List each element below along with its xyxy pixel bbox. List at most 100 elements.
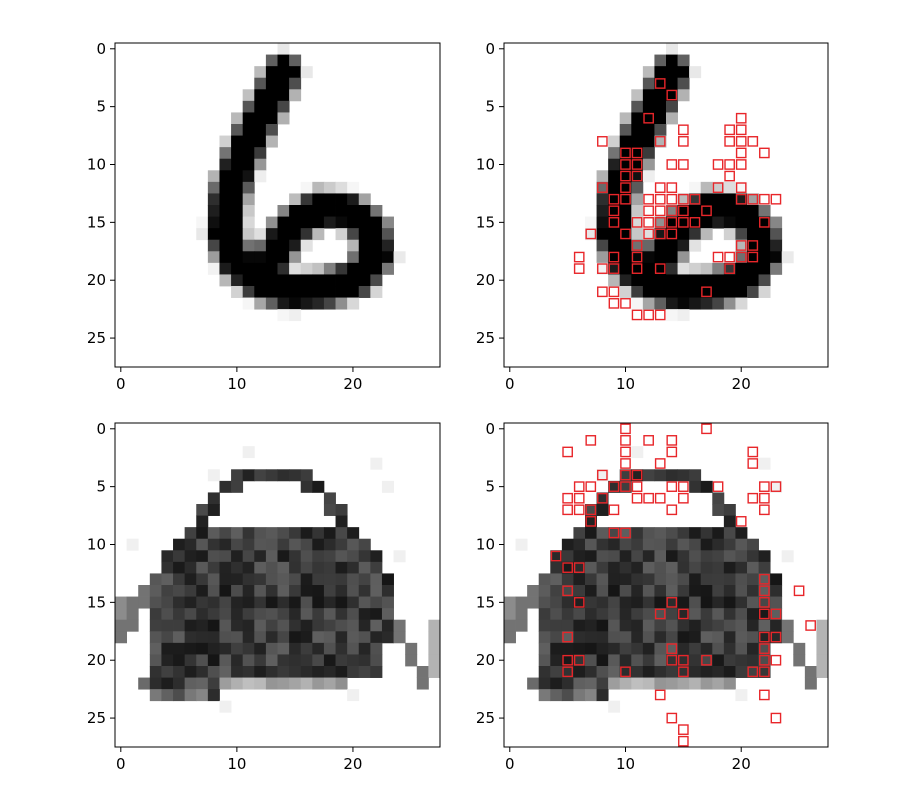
pixel (300, 550, 313, 563)
pixel (723, 205, 736, 217)
pixel (758, 228, 771, 241)
pixel (254, 469, 267, 482)
pixel (654, 297, 667, 310)
pixel (573, 538, 586, 551)
pixel (289, 216, 302, 229)
highlight-box (620, 182, 631, 193)
pixel (527, 677, 540, 690)
pixel (561, 538, 574, 551)
pixel (642, 550, 655, 563)
pixel (207, 181, 220, 194)
pixel (550, 561, 563, 574)
highlight-box (585, 435, 597, 446)
pixel (289, 538, 302, 551)
pixel (666, 239, 678, 252)
pixel (231, 619, 244, 632)
pixel (300, 262, 313, 275)
pixel (358, 550, 371, 563)
highlight-box (678, 136, 689, 147)
pixel (654, 100, 667, 113)
pixel (300, 205, 313, 217)
pixel (666, 89, 678, 102)
pixel (723, 515, 736, 528)
pixel (712, 561, 725, 574)
pixel (723, 677, 736, 690)
highlight-box (631, 481, 643, 492)
highlight-box (562, 504, 573, 516)
pixel (381, 631, 394, 644)
pixel (561, 642, 574, 655)
pixel (277, 573, 290, 586)
pixel (631, 619, 644, 632)
pixel (642, 66, 655, 79)
pixel (219, 135, 232, 148)
pixel (207, 262, 220, 275)
pixel (619, 112, 632, 125)
pixel (573, 642, 586, 655)
pixel (312, 631, 325, 644)
pixel (538, 642, 551, 655)
pixel (735, 228, 748, 241)
pixel (596, 205, 609, 217)
pixel (735, 251, 748, 264)
highlight-box (643, 435, 654, 446)
pixel (405, 642, 418, 655)
pixel (184, 642, 197, 655)
pixel (631, 446, 644, 459)
pixel (254, 170, 267, 183)
pixel (654, 286, 667, 298)
pixel (654, 619, 667, 632)
pixel (677, 89, 690, 102)
pixel (677, 77, 690, 90)
pixel (596, 538, 609, 551)
pixel (207, 469, 220, 482)
pixel (161, 608, 174, 621)
pixel (689, 550, 702, 563)
pixel (666, 677, 678, 690)
pixel (231, 274, 244, 287)
pixel (358, 228, 371, 241)
pixel (631, 274, 644, 287)
pixel (358, 286, 371, 298)
pixel (631, 89, 644, 102)
highlight-box (678, 724, 689, 735)
pixel (550, 666, 563, 678)
pixel (265, 573, 278, 586)
pixel (312, 550, 325, 563)
pixel (712, 585, 725, 597)
highlight-box (643, 309, 654, 321)
pixel (300, 66, 313, 79)
pixel (300, 654, 313, 667)
highlight-box (631, 170, 643, 182)
pixel (666, 100, 678, 113)
pixel (758, 550, 771, 563)
y-tick-label: 0 (96, 420, 106, 438)
pixel (254, 112, 267, 125)
pixel (654, 135, 667, 148)
pixel (173, 631, 186, 644)
pixel (631, 205, 644, 217)
pixel (504, 608, 516, 621)
highlight-box (643, 112, 654, 124)
pixel (265, 228, 278, 241)
pixel (265, 469, 278, 482)
pixel (115, 596, 128, 609)
pixel (335, 297, 348, 310)
pixel (538, 619, 551, 632)
pixel (358, 608, 371, 621)
pixel (347, 561, 360, 574)
highlight-box (597, 286, 608, 298)
pixel (666, 286, 678, 298)
pixel (289, 274, 302, 287)
highlight-box (701, 205, 712, 217)
pixel (161, 642, 174, 655)
pixel (654, 608, 667, 621)
pixel (115, 608, 128, 621)
pixel (254, 550, 267, 563)
pixel (277, 608, 290, 621)
pixel (254, 561, 267, 574)
pixel (723, 642, 736, 655)
pixel (207, 550, 220, 563)
pixel (289, 297, 302, 310)
highlight-box (759, 597, 770, 608)
